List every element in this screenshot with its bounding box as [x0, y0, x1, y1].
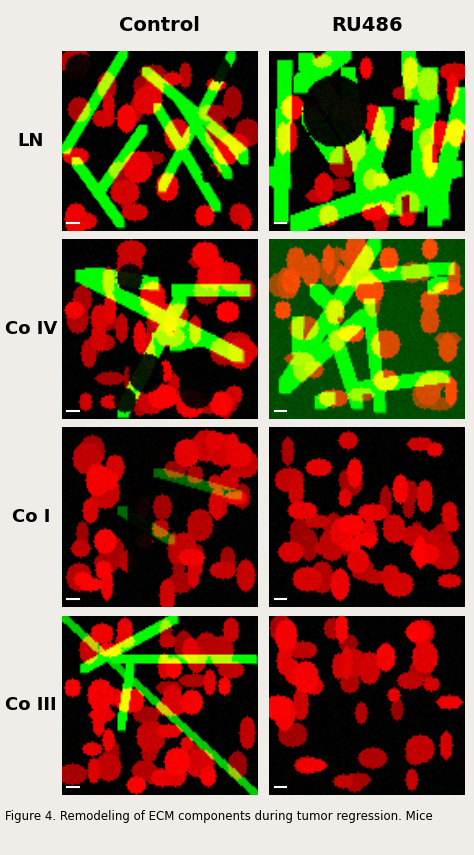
- Text: Co IV: Co IV: [5, 320, 57, 339]
- Text: Co III: Co III: [5, 696, 56, 715]
- Text: RU486: RU486: [331, 16, 402, 35]
- Text: Co I: Co I: [12, 508, 50, 527]
- Text: Control: Control: [119, 16, 200, 35]
- Text: LN: LN: [18, 132, 44, 150]
- Text: Figure 4. Remodeling of ECM components during tumor regression. Mice: Figure 4. Remodeling of ECM components d…: [5, 810, 432, 823]
